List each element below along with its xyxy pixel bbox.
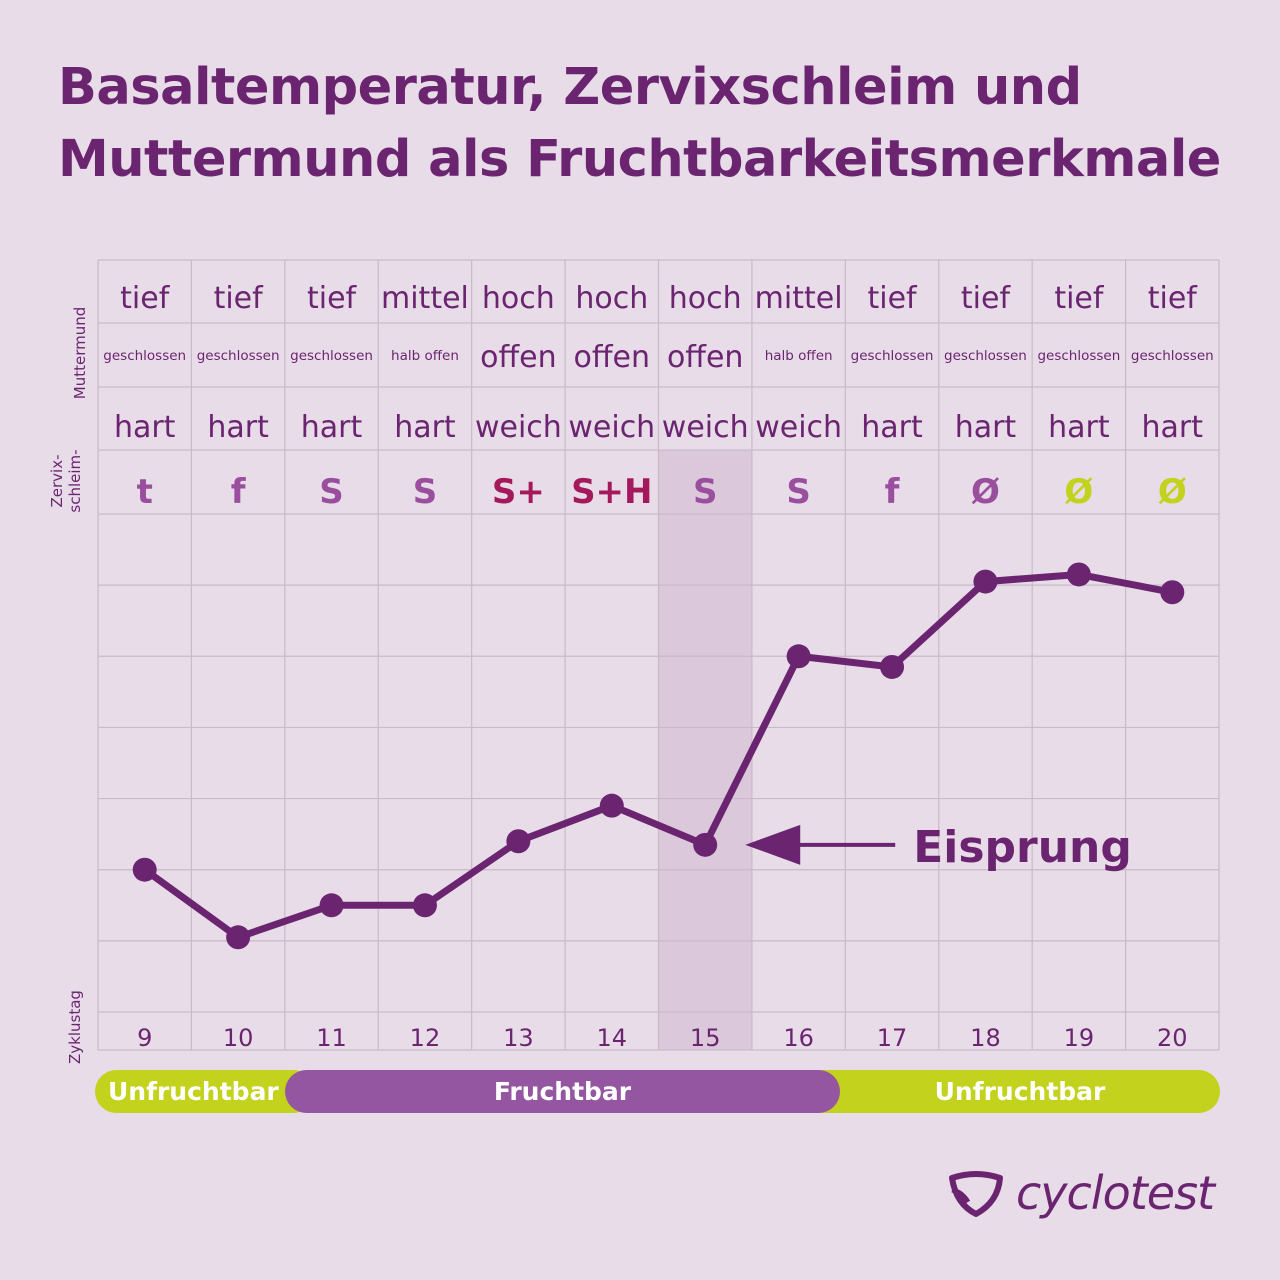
zervixschleim-10: f: [231, 472, 247, 512]
cycle-day-label-14: 14: [597, 1024, 628, 1052]
bbt-point-day-19: [1066, 562, 1091, 587]
page-title: Basaltemperatur, Zervixschleim und Mutte…: [58, 52, 1238, 196]
muttermund-opening-10: geschlossen: [197, 348, 280, 364]
muttermund-firmness-12: hart: [394, 410, 456, 445]
cycle-day-label-13: 13: [503, 1024, 534, 1052]
muttermund-position-14: hoch: [575, 281, 648, 316]
title-line-1: Basaltemperatur, Zervixschleim und: [58, 58, 1082, 117]
eisprung-arrow-head-icon: [745, 824, 801, 865]
bbt-point-day-9: [132, 857, 157, 882]
muttermund-opening-12: halb offen: [391, 348, 459, 364]
muttermund-opening-16: halb offen: [765, 348, 833, 364]
muttermund-firmness-20: hart: [1142, 410, 1204, 445]
bbt-point-day-15: [693, 832, 718, 857]
zervixschleim-18: Ø: [971, 472, 1000, 512]
muttermund-position-11: tief: [307, 281, 358, 316]
cycle-day-label-16: 16: [783, 1024, 814, 1052]
cyclotest-logo: cyclotest: [948, 1158, 1228, 1228]
cycle-day-label-17: 17: [877, 1024, 908, 1052]
muttermund-opening-18: geschlossen: [944, 348, 1027, 364]
muttermund-position-9: tief: [120, 281, 171, 316]
muttermund-firmness-11: hart: [301, 410, 363, 445]
zervixschleim-19: Ø: [1064, 472, 1093, 512]
muttermund-position-19: tief: [1054, 281, 1105, 316]
muttermund-position-18: tief: [961, 281, 1012, 316]
muttermund-position-17: tief: [867, 281, 918, 316]
zervixschleim-12: S: [413, 472, 438, 512]
muttermund-opening-20: geschlossen: [1131, 348, 1214, 364]
cycle-day-label-20: 20: [1157, 1024, 1188, 1052]
muttermund-opening-13: offen: [480, 340, 557, 375]
zervixschleim-11: S: [319, 472, 344, 512]
phase-label-infertile-1: Unfruchtbar: [108, 1077, 279, 1106]
muttermund-firmness-17: hart: [861, 410, 923, 445]
muttermund-position-13: hoch: [482, 281, 555, 316]
zervixschleim-15: S: [693, 472, 718, 512]
muttermund-opening-9: geschlossen: [103, 348, 186, 364]
bbt-series-line: [141, 570, 1176, 941]
bbt-point-day-14: [599, 793, 624, 818]
muttermund-opening-19: geschlossen: [1037, 348, 1120, 364]
bbt-point-day-13: [506, 829, 531, 854]
title-line-2: Muttermund als Fruchtbarkeitsmerkmale: [58, 130, 1221, 189]
cyclotest-shield-icon: [949, 1171, 1003, 1217]
bbt-point-day-17: [880, 654, 905, 679]
zervixschleim-20: Ø: [1158, 472, 1187, 512]
bbt-point-day-10: [226, 925, 251, 950]
muttermund-opening-15: offen: [667, 340, 744, 375]
phase-band-infertile-2: Unfruchtbar: [800, 1070, 1220, 1113]
muttermund-opening-11: geschlossen: [290, 348, 373, 364]
eisprung-annotation: Eisprung: [913, 822, 1132, 873]
bbt-point-day-12: [412, 893, 437, 918]
ovulation-highlight-column: [658, 450, 752, 1050]
zervixschleim-16: S: [786, 472, 811, 512]
muttermund-firmness-19: hart: [1048, 410, 1110, 445]
muttermund-firmness-9: hart: [114, 410, 176, 445]
cycle-day-label-15: 15: [690, 1024, 721, 1052]
zervixschleim-17: f: [885, 472, 901, 512]
cycle-day-label-11: 11: [316, 1024, 347, 1052]
phase-label-fertile: Fruchtbar: [493, 1077, 632, 1106]
muttermund-firmness-13: weich: [475, 410, 562, 445]
muttermund-firmness-18: hart: [955, 410, 1017, 445]
muttermund-firmness-15: weich: [662, 410, 749, 445]
cycle-day-label-18: 18: [970, 1024, 1001, 1052]
bbt-point-day-18: [973, 569, 998, 594]
zervixschleim-13: S+: [492, 472, 545, 512]
logo-text: cyclotest: [1016, 1166, 1215, 1220]
muttermund-position-15: hoch: [669, 281, 742, 316]
muttermund-position-16: mittel: [755, 281, 843, 316]
phase-label-infertile-2: Unfruchtbar: [934, 1077, 1106, 1106]
bbt-point-day-20: [1160, 580, 1185, 605]
bbt-point-day-16: [786, 644, 811, 669]
phase-band-infertile-1: Unfruchtbar: [95, 1070, 315, 1113]
muttermund-firmness-10: hart: [207, 410, 269, 445]
muttermund-position-20: tief: [1148, 281, 1199, 316]
zervixschleim-9: t: [137, 472, 153, 512]
bbt-point-day-11: [319, 893, 344, 918]
cycle-day-label-19: 19: [1064, 1024, 1095, 1052]
cycle-day-label-12: 12: [410, 1024, 441, 1052]
muttermund-position-10: tief: [214, 281, 265, 316]
cycle-day-label-9: 9: [137, 1024, 152, 1052]
muttermund-opening-14: offen: [574, 340, 651, 375]
muttermund-firmness-16: weich: [755, 410, 842, 445]
cycle-day-label-10: 10: [223, 1024, 254, 1052]
phase-band-fertile: Fruchtbar: [285, 1070, 840, 1113]
muttermund-opening-17: geschlossen: [851, 348, 934, 364]
zervixschleim-14: S+H: [571, 472, 652, 512]
muttermund-firmness-14: weich: [568, 410, 655, 445]
muttermund-position-12: mittel: [381, 281, 469, 316]
